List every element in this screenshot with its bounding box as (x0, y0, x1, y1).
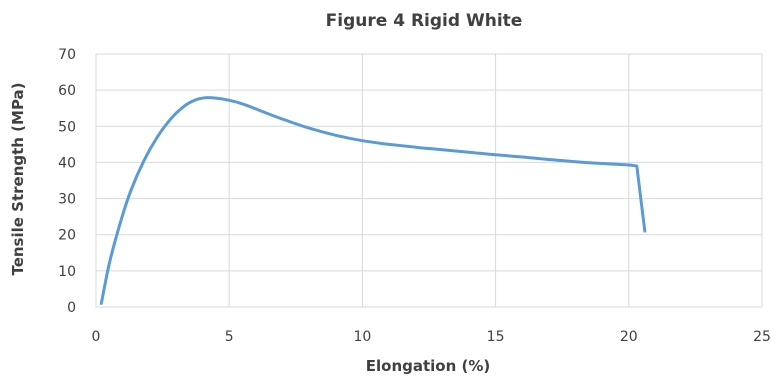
x-tick-label: 15 (487, 329, 505, 345)
x-tick-label: 5 (225, 329, 234, 345)
y-axis-title: Tensile Strength (MPa) (9, 82, 27, 275)
y-tick-label: 70 (58, 47, 76, 63)
x-tick-label: 20 (620, 329, 638, 345)
x-tick-label: 10 (353, 329, 371, 345)
series-line (99, 96, 647, 305)
y-tick-label: 20 (58, 228, 76, 244)
y-tick-label: 10 (58, 264, 76, 280)
tick-labels: 0 10 20 30 40 50 60 70 0 5 10 15 20 25 (58, 47, 771, 345)
grid (95, 53, 763, 308)
x-tick-label: 0 (92, 329, 101, 345)
y-tick-label: 0 (67, 300, 76, 316)
y-tick-label: 60 (58, 83, 76, 99)
y-tick-label: 30 (58, 192, 76, 208)
y-tick-label: 40 (58, 155, 76, 171)
x-axis-title: Elongation (%) (366, 357, 491, 375)
y-tick-label: 50 (58, 119, 76, 135)
x-tick-label: 25 (753, 329, 771, 345)
chart-title: Figure 4 Rigid White (326, 11, 523, 31)
